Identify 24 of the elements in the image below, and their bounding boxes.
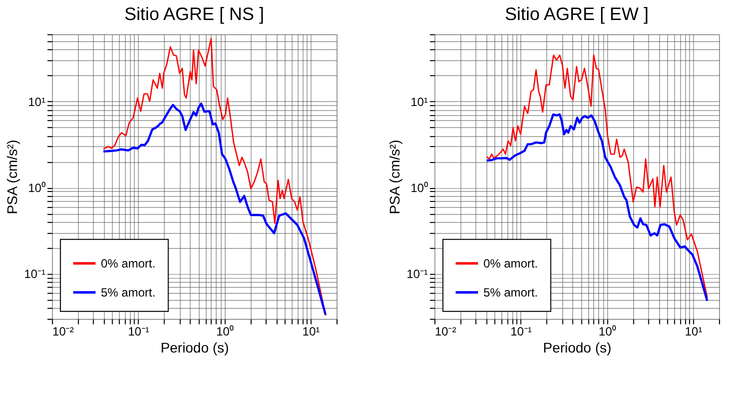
x-axis-title: Periodo (s) [160,339,229,356]
y-tick-label: 10⁰ [28,181,46,196]
legend-label: 0% amort. [483,256,538,270]
x-tick-label: 10⁻¹ [128,324,150,338]
y-axis-title: PSA (cm/s²) [386,140,403,214]
x-tick-label: 10¹ [684,324,702,338]
x-axis-title: Periodo (s) [543,339,612,356]
x-tick-label: 10¹ [302,324,320,338]
legend-label: 0% amort. [100,256,156,270]
y-tick-label: 10⁻¹ [24,267,46,282]
y-tick-label: 10⁰ [410,181,428,196]
y-axis-title: PSA (cm/s²) [4,140,20,214]
y-tick-label: 10¹ [28,94,46,109]
legend-label: 5% amort. [483,285,538,300]
legend-label: 5% amort. [100,285,156,300]
chart-title: Sitio AGRE [ EW ] [504,4,649,24]
x-tick-label: 10⁰ [598,324,616,338]
x-tick-label: 10⁻¹ [510,324,532,338]
x-tick-label: 10⁻² [434,324,456,338]
x-tick-label: 10⁰ [216,324,234,338]
chart-title: Sitio AGRE [ NS ] [124,4,264,24]
y-tick-label: 10¹ [410,94,428,109]
x-tick-label: 10⁻² [52,324,74,338]
y-tick-label: 10⁻¹ [406,267,428,282]
